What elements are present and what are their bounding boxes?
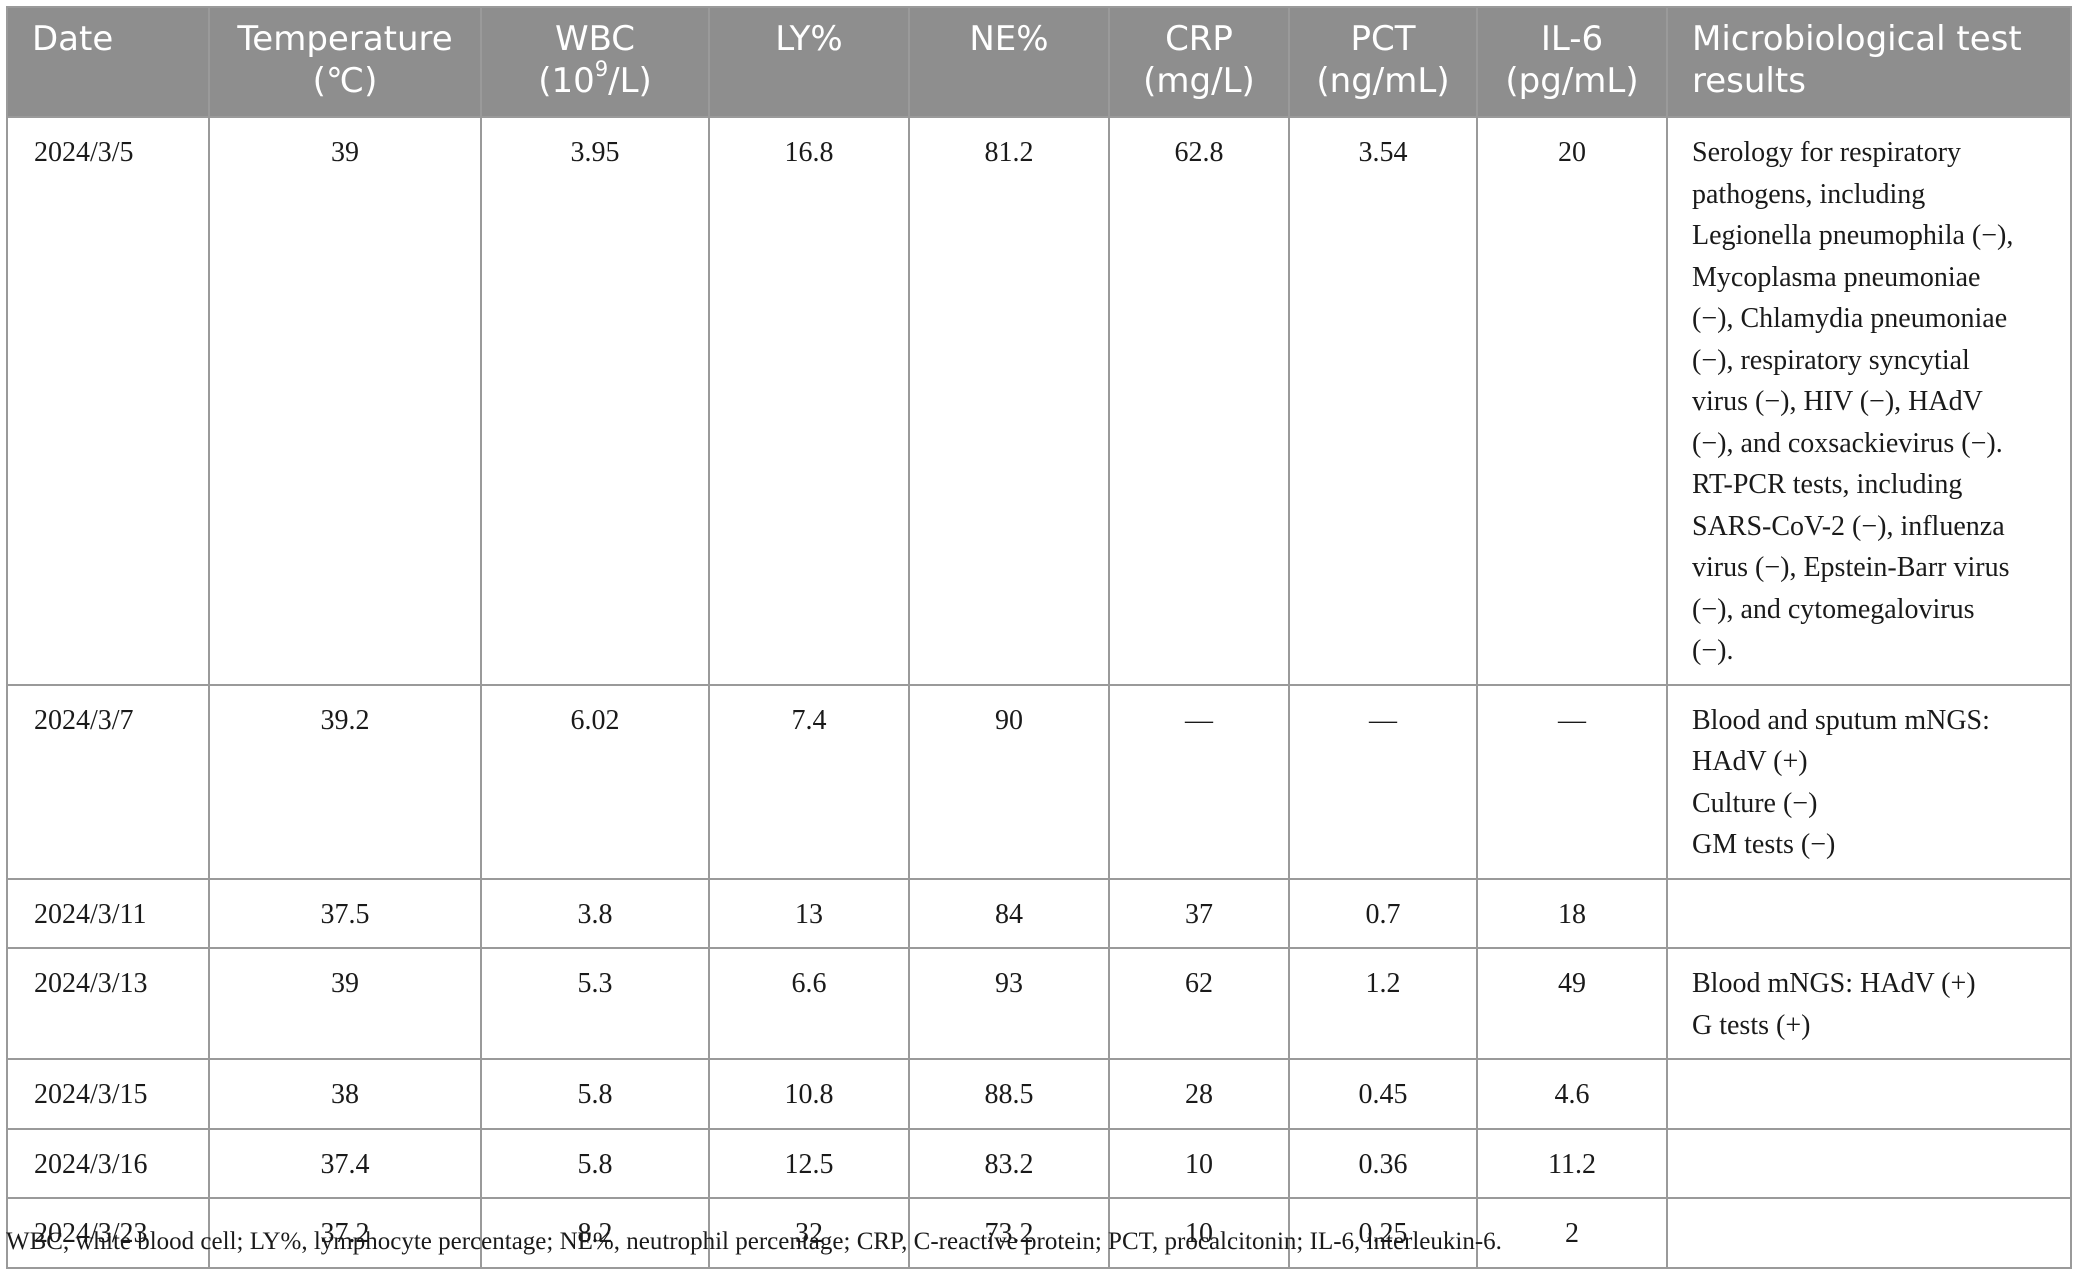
cell-ne: 84: [908, 877, 1110, 949]
table-row: 2024/3/5 39 3.95 16.8 81.2 62.8 3.54 20 Serology…: [6, 116, 2072, 686]
header-ne: NE%: [908, 6, 1110, 118]
cell-wbc: 5.8: [480, 1058, 710, 1130]
table-footnote: WBC, white blood cell; LY%, lymphocyte p…: [6, 1228, 1502, 1255]
micro-result-line: (−), Chlamydia pneumoniae: [1692, 303, 2008, 334]
header-wbc: WBC (109/L): [480, 6, 710, 118]
header-date: Date: [6, 6, 210, 118]
header-ly: LY%: [708, 6, 910, 118]
cell-wbc: 8.2: [480, 1197, 710, 1269]
lab-results-table: Date Temperature (℃) WBC (109/L) LY% NE% C…: [6, 6, 2072, 1269]
cell-pct: 0.45: [1288, 1058, 1478, 1130]
micro-result-line: (−), and coxsackievirus (−).: [1692, 427, 2003, 459]
cell-ly: 10.8: [708, 1058, 910, 1130]
cell-pct: 0.7: [1288, 877, 1478, 949]
cell-crp: 28: [1108, 1058, 1290, 1130]
cell-micro-results: Blood and sputum mNGS: HAdV (+) Culture (−…: [1666, 683, 2072, 880]
cell-pct: 3.54: [1288, 116, 1478, 686]
cell-micro-results: [1666, 1197, 2072, 1269]
micro-result-line: (−).: [1692, 635, 1734, 666]
cell-ly: 6.6: [708, 947, 910, 1060]
header-crp: CRP (mg/L): [1108, 6, 1290, 118]
cell-date: 2024/3/13: [6, 947, 210, 1060]
cell-micro-results: Blood mNGS: HAdV (+) G tests (+): [1666, 947, 2072, 1060]
micro-result-line: G tests (+): [1692, 1009, 1811, 1041]
micro-result-line: Mycoplasma pneumoniae: [1692, 261, 1981, 293]
micro-result-line: virus (−), HIV (−), HAdV: [1692, 386, 1983, 417]
cell-il6: 2: [1476, 1197, 1668, 1269]
table-body: 2024/3/5 39 3.95 16.8 81.2 62.8 3.54 20 Serology…: [6, 116, 2072, 1269]
cell-pct: 0.36: [1288, 1127, 1478, 1199]
cell-ly: 13: [708, 877, 910, 949]
cell-il6: 49: [1476, 947, 1668, 1060]
cell-temperature: 37.4: [208, 1127, 482, 1199]
cell-ne: 93: [908, 947, 1110, 1060]
cell-ly: 12.5: [708, 1127, 910, 1199]
cell-wbc: 5.3: [480, 947, 710, 1060]
cell-date: 2024/3/16: [6, 1127, 210, 1199]
micro-result-line: Blood and sputum mNGS:: [1692, 704, 1990, 736]
table-row: 2024/3/11 37.5 3.8 13 84 37 0.7 18: [6, 877, 2072, 949]
cell-il6: 18: [1476, 877, 1668, 949]
cell-temperature: 39: [208, 116, 482, 686]
cell-micro-results: [1666, 1058, 2072, 1130]
cell-micro-results: Serology for respiratory pathogens, inclu…: [1666, 116, 2072, 686]
cell-ly: 16.8: [708, 116, 910, 686]
cell-ne: 81.2: [908, 116, 1110, 686]
micro-result-line: pathogens, including: [1692, 178, 1926, 210]
cell-wbc: 3.8: [480, 877, 710, 949]
table-container: Date Temperature (℃) WBC (109/L) LY% NE% C…: [6, 6, 2072, 1269]
micro-result-line: Blood mNGS: HAdV (+): [1692, 968, 1976, 999]
header-row: Date Temperature (℃) WBC (109/L) LY% NE% C…: [6, 6, 2072, 118]
cell-il6: 4.6: [1476, 1058, 1668, 1130]
cell-wbc: 3.95: [480, 116, 710, 686]
micro-result-line: RT-PCR tests, including: [1692, 469, 1963, 500]
cell-il6: 20: [1476, 116, 1668, 686]
micro-result-line: HAdV (+): [1692, 746, 1808, 777]
cell-date: 2024/3/7: [6, 683, 210, 880]
micro-result-line: virus (−), Epstein-Barr virus: [1692, 552, 2010, 583]
table-row: 2024/3/13 39 5.3 6.6 93 62 1.2 49 Blood mNGS: HA…: [6, 947, 2072, 1060]
cell-ne: 83.2: [908, 1127, 1110, 1199]
cell-date: 2024/3/15: [6, 1058, 210, 1130]
micro-result-line: Legionella pneumophila (−),: [1692, 220, 2014, 251]
table-row: 2024/3/15 38 5.8 10.8 88.5 28 0.45 4.6: [6, 1058, 2072, 1130]
cell-micro-results: [1666, 877, 2072, 949]
cell-wbc: 5.8: [480, 1127, 710, 1199]
cell-micro-results: [1666, 1127, 2072, 1199]
micro-result-line: Serology for respiratory: [1692, 137, 1962, 168]
cell-il6: 11.2: [1476, 1127, 1668, 1199]
cell-pct: —: [1288, 683, 1478, 880]
cell-crp: 37: [1108, 877, 1290, 949]
cell-wbc: 6.02: [480, 683, 710, 880]
micro-result-line: GM tests (−): [1692, 829, 1836, 860]
header-temperature: Temperature (℃): [208, 6, 482, 118]
cell-crp: 62: [1108, 947, 1290, 1060]
cell-crp: 10: [1108, 1127, 1290, 1199]
header-pct: PCT (ng/mL): [1288, 6, 1478, 118]
cell-ne: 88.5: [908, 1058, 1110, 1130]
cell-date: 2024/3/11: [6, 877, 210, 949]
cell-temperature: 37.5: [208, 877, 482, 949]
table-row: 2024/3/16 37.4 5.8 12.5 83.2 10 0.36 11.2: [6, 1127, 2072, 1199]
cell-crp: 10: [1108, 1197, 1290, 1269]
micro-result-line: Culture (−): [1692, 787, 1818, 819]
cell-crp: —: [1108, 683, 1290, 880]
header-il6: IL-6 (pg/mL): [1476, 6, 1668, 118]
table-row: 2024/3/7 39.2 6.02 7.4 90— — — Blood and sputum…: [6, 683, 2072, 880]
cell-il6: —: [1476, 683, 1668, 880]
micro-result-line: SARS-CoV-2 (−), influenza: [1692, 510, 2005, 542]
cell-temperature: 39.2: [208, 683, 482, 880]
header-micro: Microbiological test results: [1666, 6, 2072, 118]
micro-result-line: (−), respiratory syncytial: [1692, 344, 1970, 376]
cell-ne: 90: [908, 683, 1110, 880]
cell-temperature: 39: [208, 947, 482, 1060]
micro-result-line: (−), and cytomegalovirus: [1692, 593, 1975, 625]
cell-date: 2024/3/23: [6, 1197, 210, 1269]
cell-crp: 62.8: [1108, 116, 1290, 686]
cell-temperature: 37.2: [208, 1197, 482, 1269]
cell-date: 2024/3/5: [6, 116, 210, 686]
cell-ly: 7.4: [708, 683, 910, 880]
cell-pct: 1.2: [1288, 947, 1478, 1060]
cell-temperature: 38: [208, 1058, 482, 1130]
